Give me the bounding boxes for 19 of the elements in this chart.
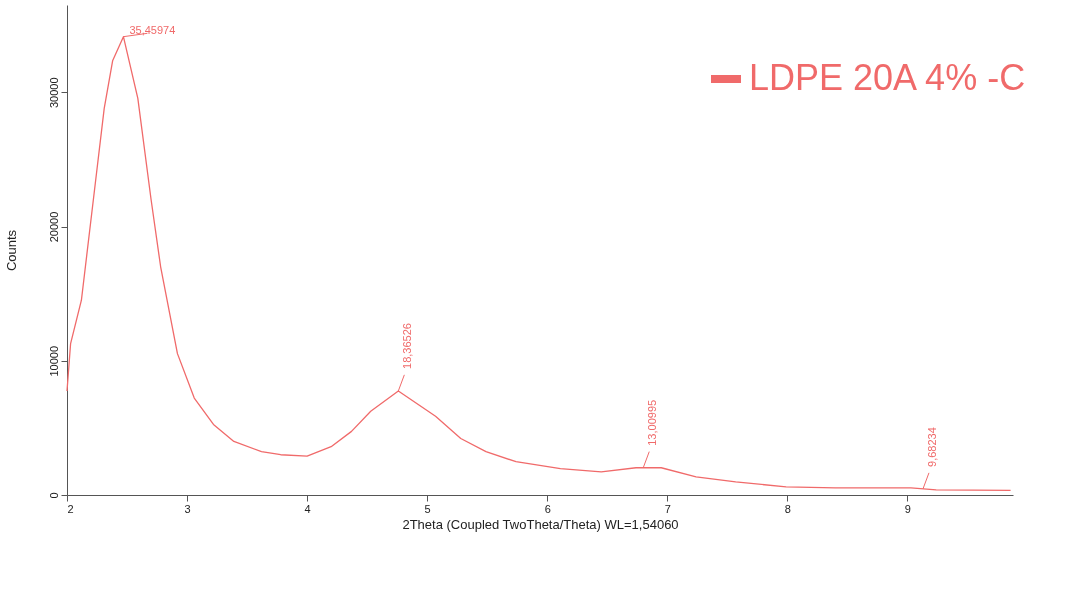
legend-label: LDPE 20A 4% -C	[749, 57, 1026, 98]
y-tick-label: 30000	[47, 77, 60, 109]
x-tick-label: 9	[904, 502, 911, 515]
annotation: 18,36526	[401, 323, 414, 369]
x-tick-label: 8	[784, 502, 791, 515]
x-tick-label: 3	[184, 502, 191, 515]
x-tick-label: 2	[67, 502, 74, 515]
y-tick-label: 20000	[47, 211, 60, 243]
x-tick-label: 7	[664, 502, 671, 515]
annotation: 35,45974	[129, 23, 176, 36]
y-axis-title: Counts	[3, 229, 19, 272]
x-axis-title: 2Theta (Coupled TwoTheta/Theta) WL=1,54060	[402, 516, 679, 532]
annotation: 9,68234	[925, 427, 938, 467]
x-tick-label: 5	[424, 502, 431, 515]
x-tick-label: 4	[304, 502, 311, 515]
annotation: 13,00995	[646, 399, 659, 446]
y-tick-label: 0	[47, 492, 60, 499]
x-tick-label: 6	[544, 502, 551, 515]
y-tick-label: 10000	[47, 345, 60, 377]
